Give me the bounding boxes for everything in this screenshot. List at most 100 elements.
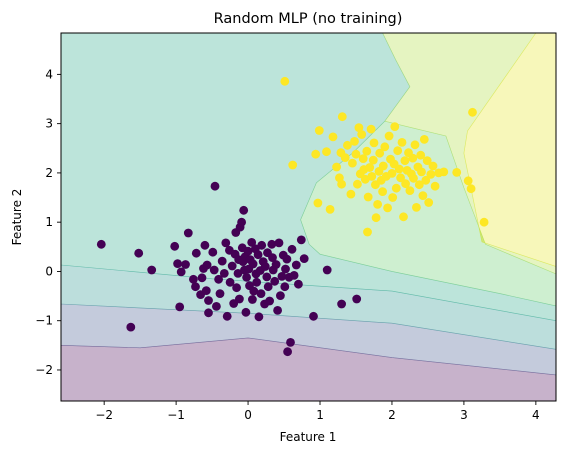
x-tick-label: 4 xyxy=(532,408,540,422)
data-point xyxy=(452,168,462,177)
data-point xyxy=(394,164,404,174)
data-point xyxy=(417,167,426,177)
chart-title: Random MLP (no training) xyxy=(214,11,403,27)
data-point xyxy=(96,239,106,249)
data-point xyxy=(280,282,290,292)
decision-region-2 xyxy=(61,264,556,350)
data-point xyxy=(350,137,359,146)
data-point xyxy=(267,239,277,249)
data-point xyxy=(410,140,420,150)
data-point xyxy=(348,158,357,168)
data-point xyxy=(371,213,381,223)
x-tick-label: −1 xyxy=(167,408,185,422)
data-point xyxy=(422,156,432,166)
data-point xyxy=(212,302,221,311)
data-point xyxy=(365,163,375,172)
data-point xyxy=(233,269,243,278)
data-point xyxy=(176,267,186,277)
data-point xyxy=(368,155,378,165)
y-tick-label: 2 xyxy=(45,166,53,180)
x-tick-label: 1 xyxy=(316,408,324,422)
data-point xyxy=(247,238,257,247)
data-point xyxy=(222,311,232,321)
data-point xyxy=(414,180,424,190)
data-point xyxy=(362,146,372,156)
data-point xyxy=(346,189,356,199)
data-point xyxy=(221,238,231,248)
data-point xyxy=(217,256,227,266)
data-point xyxy=(260,262,270,271)
data-point xyxy=(243,246,253,256)
data-point xyxy=(289,271,299,280)
data-point xyxy=(418,191,428,201)
y-tick-label: 4 xyxy=(45,67,53,81)
data-point xyxy=(412,203,421,212)
data-point xyxy=(215,289,225,298)
data-point xyxy=(170,241,180,251)
data-point xyxy=(313,198,323,208)
data-point xyxy=(430,181,440,191)
data-point xyxy=(197,273,207,283)
data-point xyxy=(248,295,257,304)
y-tick-label: 0 xyxy=(45,264,53,278)
data-point xyxy=(397,138,407,147)
data-point xyxy=(378,161,388,171)
x-tick-label: 3 xyxy=(460,408,468,422)
data-point xyxy=(466,184,476,194)
data-point xyxy=(337,179,346,189)
data-point xyxy=(419,135,429,144)
data-point xyxy=(393,146,403,156)
data-point xyxy=(249,286,259,296)
data-point xyxy=(366,124,376,134)
data-point xyxy=(421,175,431,185)
data-point xyxy=(189,274,198,284)
data-point xyxy=(396,173,405,183)
data-point xyxy=(391,183,401,193)
data-point xyxy=(252,277,262,287)
data-point xyxy=(384,131,394,141)
data-point xyxy=(134,248,144,258)
data-point xyxy=(248,259,258,269)
data-point xyxy=(200,240,210,250)
data-point xyxy=(191,282,200,292)
data-point xyxy=(378,187,387,197)
data-point xyxy=(358,154,368,164)
decision-region-5 xyxy=(382,33,556,275)
data-point xyxy=(253,250,263,260)
data-point xyxy=(202,260,212,270)
data-point xyxy=(147,265,157,275)
y-tick-label: −2 xyxy=(35,363,53,377)
data-point xyxy=(204,308,213,318)
data-point xyxy=(239,205,249,215)
data-point xyxy=(270,276,280,286)
data-points xyxy=(96,76,489,357)
data-point xyxy=(227,261,237,271)
data-point xyxy=(173,259,183,268)
data-point xyxy=(181,260,190,269)
data-point xyxy=(201,286,211,295)
x-tick-label: −2 xyxy=(95,408,113,422)
data-point xyxy=(281,264,290,274)
data-point xyxy=(294,279,303,289)
y-tick-label: 3 xyxy=(45,117,53,131)
data-point xyxy=(387,169,397,178)
data-point xyxy=(352,294,362,304)
data-point xyxy=(256,289,266,298)
data-point xyxy=(363,227,372,237)
data-point xyxy=(388,193,398,202)
data-point xyxy=(479,217,489,227)
data-point xyxy=(126,322,136,332)
data-point xyxy=(325,205,335,214)
data-point xyxy=(400,156,410,166)
data-point xyxy=(242,272,252,282)
data-point xyxy=(282,254,292,264)
data-point xyxy=(363,192,373,202)
data-point xyxy=(273,306,282,315)
decision-region-3 xyxy=(61,33,556,322)
data-point xyxy=(463,176,473,186)
data-point xyxy=(209,265,219,275)
data-point xyxy=(428,161,438,171)
data-point xyxy=(322,265,332,275)
data-point xyxy=(225,277,235,287)
